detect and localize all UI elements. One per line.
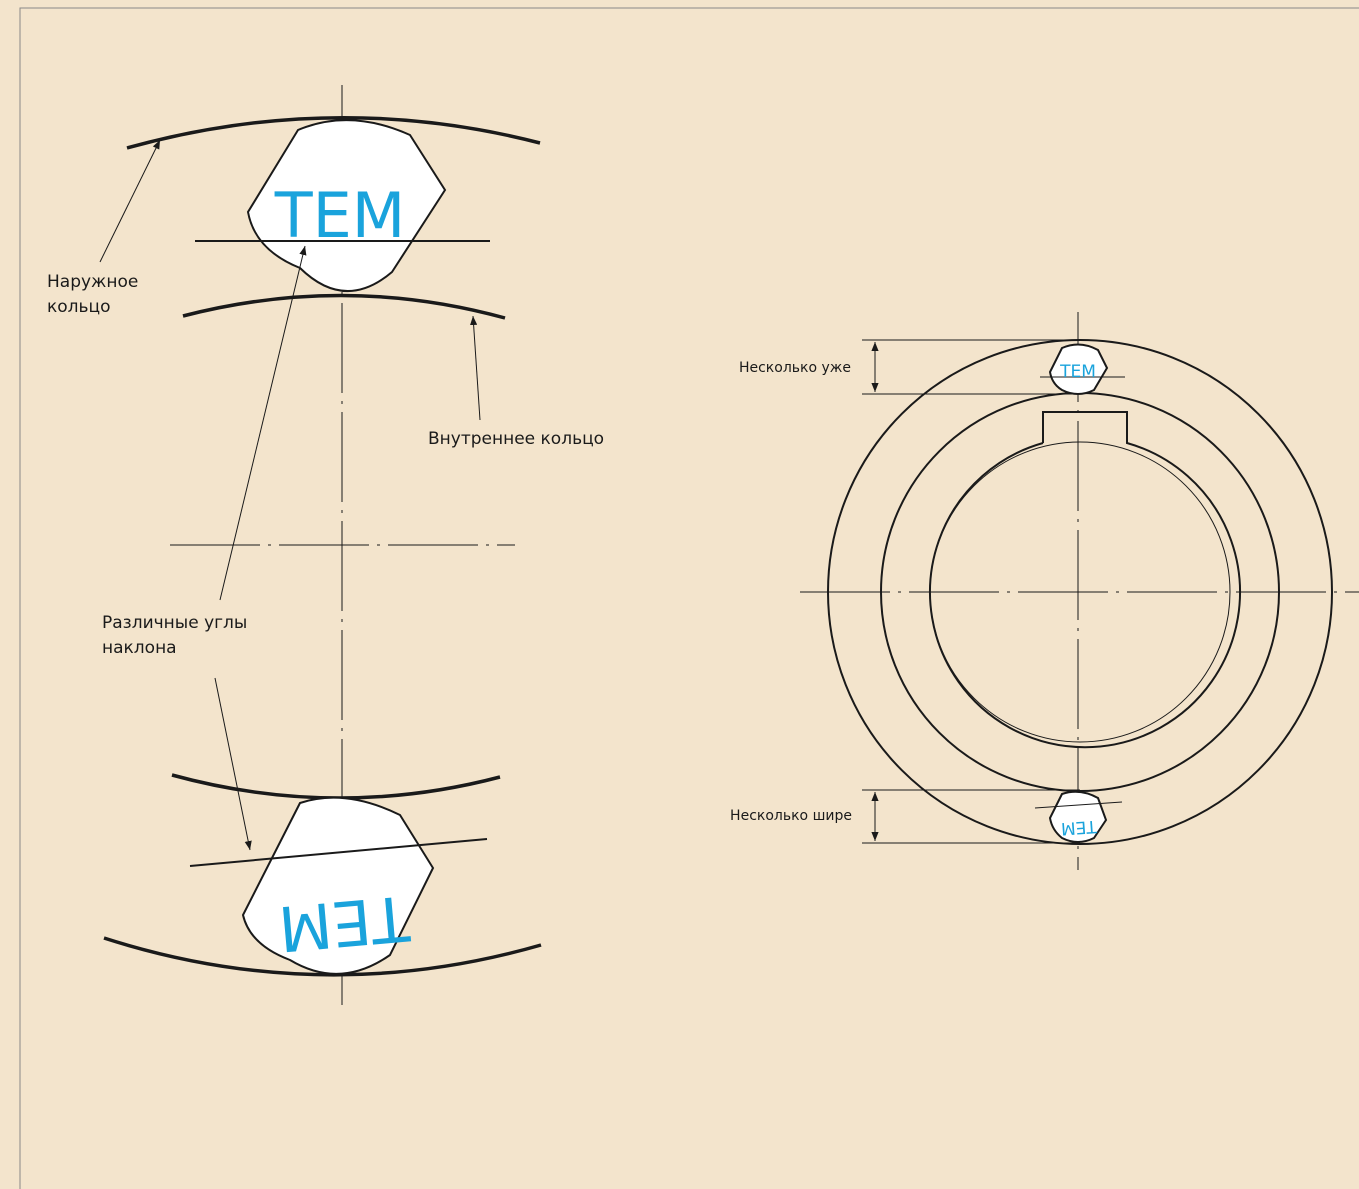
sprag-top bbox=[246, 119, 447, 293]
right-view: TEM TEM Несколько уже Несколько шире bbox=[730, 312, 1359, 870]
outer-ring-bottom bbox=[103, 936, 542, 977]
outer-ring-top bbox=[126, 115, 541, 150]
small-sprag-bottom-label: TEM bbox=[1060, 816, 1098, 839]
sprag-bottom-axis bbox=[189, 838, 488, 867]
sprag-bottom bbox=[241, 796, 435, 975]
angle-leader-bottom bbox=[214, 677, 252, 851]
narrower-label: Несколько уже bbox=[739, 360, 851, 376]
sprag-bottom-label: TEM bbox=[276, 881, 413, 965]
inner-ring-top bbox=[182, 293, 506, 320]
wider-label: Несколько шире bbox=[730, 808, 852, 824]
small-sprag-bottom-axis bbox=[1034, 801, 1123, 809]
angle-leader-top bbox=[219, 245, 307, 601]
left-view: TEM TEM Наружное кольцо Внутреннее кольц… bbox=[47, 85, 604, 1005]
angle-label: Различные углы bbox=[102, 613, 247, 633]
frame bbox=[19, 7, 1359, 1189]
inner-ring-leader bbox=[470, 315, 481, 421]
small-sprag-top-label: TEM bbox=[1059, 362, 1096, 382]
sprag-top-label: TEM bbox=[274, 179, 406, 252]
angle-label: наклона bbox=[102, 638, 177, 658]
outer-ring-label: кольцо bbox=[47, 297, 111, 317]
outer-ring-label: Наружное bbox=[47, 272, 138, 292]
inner-ring-label: Внутреннее кольцо bbox=[428, 429, 604, 449]
outer-ring-leader bbox=[99, 139, 161, 263]
